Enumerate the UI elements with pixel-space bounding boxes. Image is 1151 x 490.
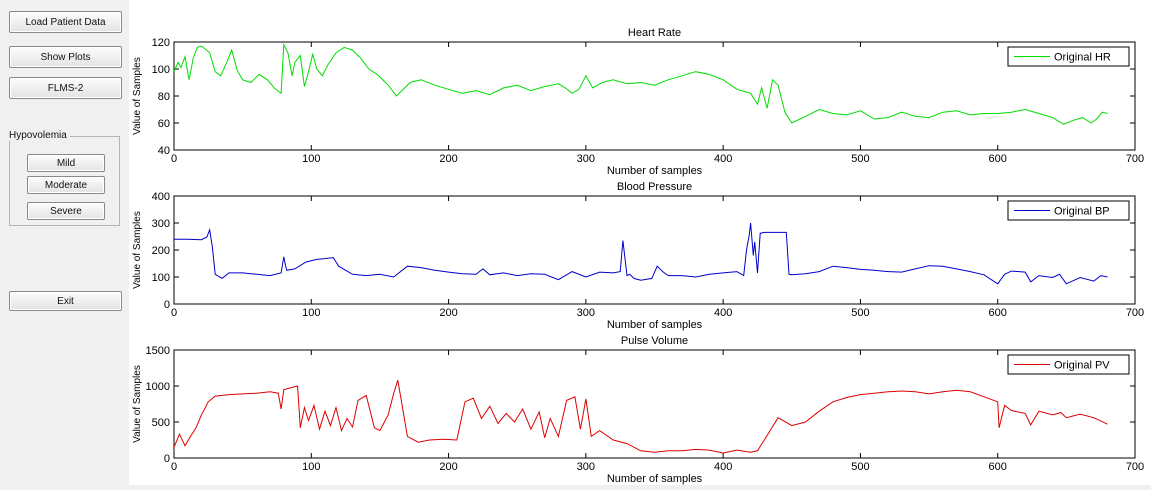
x-tick-label: 400	[714, 461, 732, 473]
axes-box	[173, 195, 1136, 305]
moderate-button[interactable]: Moderate	[27, 176, 105, 194]
y-axis-label: Value of Samples	[132, 211, 143, 289]
x-tick-label: 0	[171, 307, 177, 319]
y-tick-label: 500	[152, 417, 170, 429]
legend-box	[1007, 354, 1130, 375]
y-tick-label: 60	[158, 118, 170, 130]
exit-button[interactable]: Exit	[9, 291, 122, 311]
x-axis-label: Number of samples	[607, 165, 703, 177]
hypovolemia-group: Hypovolemia Mild Moderate Severe	[6, 130, 120, 226]
legend-label: Original BP	[1054, 206, 1110, 218]
y-tick-label: 400	[152, 191, 170, 203]
mild-button[interactable]: Mild	[27, 154, 105, 172]
x-tick-label: 600	[989, 153, 1007, 165]
legend-label: Original HR	[1054, 52, 1111, 64]
x-tick-label: 600	[989, 461, 1007, 473]
x-tick-label: 300	[577, 461, 595, 473]
x-tick-label: 700	[1126, 153, 1144, 165]
plots-svg: 0 100 200 300 400 500 600 700 40 60 80 100 120 Heart …	[132, 27, 1144, 485]
x-tick-label: 300	[577, 153, 595, 165]
x-tick-label: 0	[171, 153, 177, 165]
y-tick-label: 200	[152, 245, 170, 257]
x-axis-label: Number of samples	[607, 319, 703, 331]
x-tick-label: 500	[851, 307, 869, 319]
x-tick-label: 200	[439, 461, 457, 473]
control-panel: Load Patient Data Show Plots FLMS-2 Hypo…	[0, 0, 130, 485]
x-tick-label: 100	[302, 461, 320, 473]
load-patient-data-button[interactable]: Load Patient Data	[9, 11, 122, 33]
series-line	[174, 222, 1108, 285]
y-tick-label: 120	[152, 37, 170, 49]
series-line	[173, 380, 1108, 454]
y-tick-label: 1000	[146, 381, 170, 393]
axes-box	[173, 349, 1136, 459]
x-axis-label: Number of samples	[607, 473, 703, 485]
chart-title: Blood Pressure	[617, 181, 692, 193]
x-tick-label: 100	[302, 307, 320, 319]
hypovolemia-title: Hypovolemia	[6, 130, 70, 141]
x-tick-label: 200	[439, 153, 457, 165]
severe-button[interactable]: Severe	[27, 202, 105, 220]
legend-box	[1007, 46, 1130, 67]
x-tick-label: 700	[1126, 461, 1144, 473]
x-tick-label: 700	[1126, 307, 1144, 319]
y-tick-label: 300	[152, 218, 170, 230]
x-tick-label: 0	[171, 461, 177, 473]
y-tick-label: 80	[158, 91, 170, 103]
chart-title: Heart Rate	[628, 27, 681, 39]
axes-box	[173, 41, 1136, 151]
y-tick-label: 0	[164, 453, 170, 465]
x-tick-label: 500	[851, 153, 869, 165]
x-tick-label: 600	[989, 307, 1007, 319]
y-tick-label: 100	[152, 272, 170, 284]
x-tick-label: 200	[439, 307, 457, 319]
y-tick-label: 0	[164, 299, 170, 311]
x-tick-label: 400	[714, 153, 732, 165]
legend-label: Original PV	[1054, 360, 1110, 372]
series-line	[173, 42, 1108, 125]
x-tick-label: 500	[851, 461, 869, 473]
show-plots-button[interactable]: Show Plots	[9, 46, 122, 68]
plot-area: 0 100 200 300 400 500 600 700 40 60 80 100 120 Heart …	[129, 0, 1151, 485]
x-tick-label: 400	[714, 307, 732, 319]
chart-title: Pulse Volume	[621, 335, 688, 347]
flms-2-button[interactable]: FLMS-2	[9, 77, 122, 99]
y-axis-label: Value of Samples	[132, 365, 143, 443]
y-tick-label: 1500	[146, 345, 170, 357]
y-tick-label: 100	[152, 64, 170, 76]
y-tick-label: 40	[158, 145, 170, 157]
legend-box	[1007, 200, 1130, 221]
x-tick-label: 300	[577, 307, 595, 319]
x-tick-label: 100	[302, 153, 320, 165]
y-axis-label: Value of Samples	[132, 57, 143, 135]
